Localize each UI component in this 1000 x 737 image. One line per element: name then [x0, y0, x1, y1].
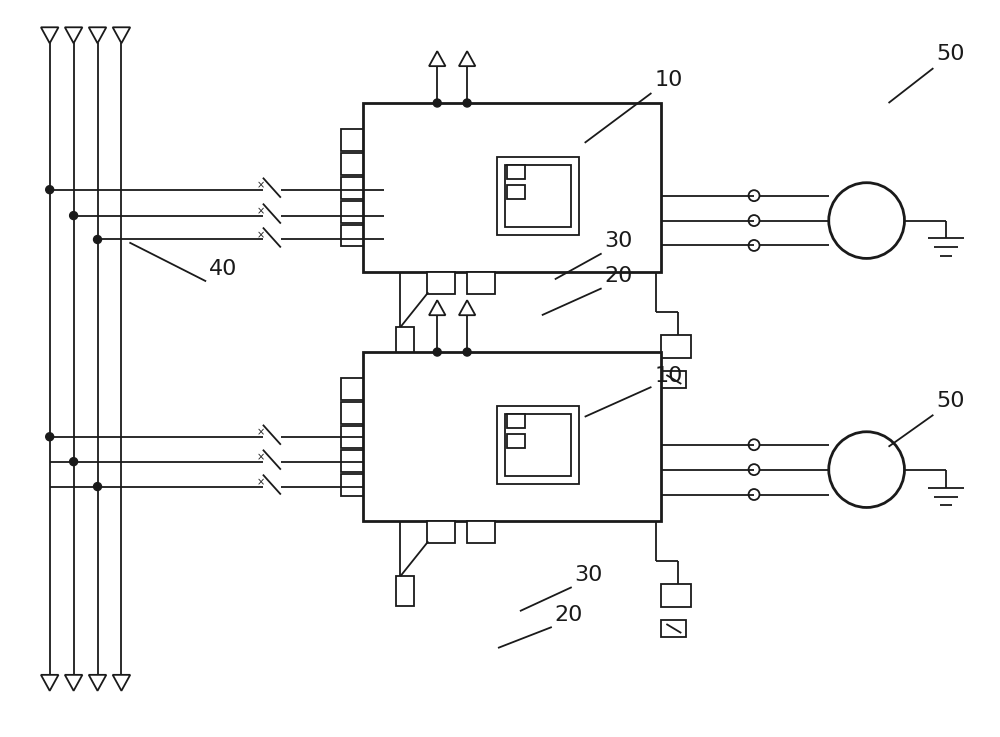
Circle shape	[463, 348, 471, 356]
Polygon shape	[65, 27, 82, 43]
Text: 20: 20	[605, 266, 633, 287]
Bar	[497, 406, 579, 483]
Text: ×: ×	[257, 427, 265, 438]
Bar	[341, 177, 363, 199]
Bar	[341, 426, 363, 447]
Bar	[396, 327, 414, 357]
Bar	[427, 521, 455, 543]
Circle shape	[94, 236, 102, 243]
Polygon shape	[429, 51, 445, 66]
Bar	[505, 414, 571, 475]
Bar	[341, 129, 363, 151]
Bar	[341, 200, 363, 223]
Polygon shape	[459, 51, 475, 66]
Bar	[363, 103, 661, 273]
Circle shape	[94, 483, 102, 491]
Polygon shape	[89, 27, 106, 43]
Text: 30: 30	[605, 231, 633, 251]
Text: 10: 10	[654, 366, 683, 386]
Polygon shape	[65, 675, 82, 691]
Circle shape	[46, 433, 54, 441]
Polygon shape	[113, 27, 130, 43]
Bar	[661, 335, 691, 358]
Bar	[497, 157, 579, 234]
Bar	[661, 371, 686, 388]
Bar	[507, 185, 525, 199]
Circle shape	[463, 99, 471, 107]
Bar	[507, 165, 525, 178]
Text: ×: ×	[257, 181, 265, 191]
Bar	[427, 273, 455, 294]
Polygon shape	[41, 27, 58, 43]
Text: 50: 50	[936, 391, 965, 411]
Bar	[341, 153, 363, 175]
Text: ×: ×	[257, 478, 265, 488]
Bar	[363, 352, 661, 521]
Circle shape	[70, 458, 78, 466]
Text: 50: 50	[936, 44, 965, 64]
Text: 10: 10	[654, 70, 683, 90]
Text: 40: 40	[209, 259, 237, 279]
Polygon shape	[113, 675, 130, 691]
Text: 30: 30	[575, 565, 603, 585]
Text: ×: ×	[257, 231, 265, 240]
Bar	[341, 474, 363, 495]
Polygon shape	[41, 675, 58, 691]
Bar	[341, 450, 363, 472]
Bar	[507, 434, 525, 447]
Circle shape	[433, 99, 441, 107]
Circle shape	[433, 348, 441, 356]
Circle shape	[46, 186, 54, 194]
Bar	[661, 584, 691, 607]
Bar	[341, 225, 363, 246]
Bar	[505, 165, 571, 226]
Polygon shape	[429, 300, 445, 315]
Bar	[396, 576, 414, 606]
Text: ×: ×	[257, 206, 265, 217]
Polygon shape	[459, 300, 475, 315]
Bar	[341, 402, 363, 424]
Polygon shape	[89, 675, 106, 691]
Text: ×: ×	[257, 453, 265, 463]
Text: 20: 20	[555, 605, 583, 625]
Bar	[467, 273, 495, 294]
Bar	[341, 378, 363, 400]
Bar	[507, 414, 525, 427]
Bar	[467, 521, 495, 543]
Circle shape	[70, 212, 78, 220]
Bar	[661, 620, 686, 637]
